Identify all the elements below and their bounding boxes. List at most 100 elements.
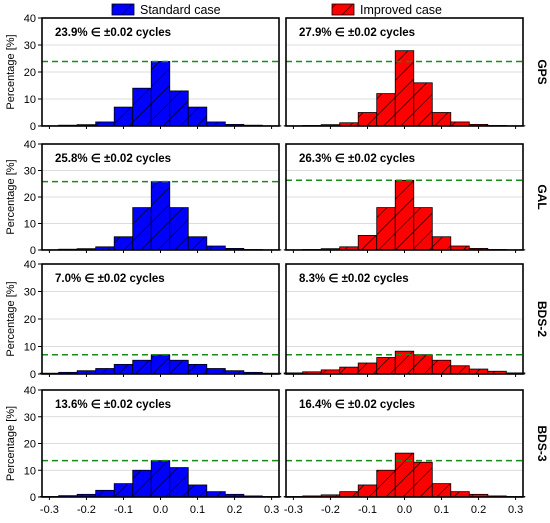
histogram-bar: [207, 369, 226, 375]
x-tick-label: 0.0: [397, 504, 412, 516]
histogram-bar: [133, 208, 152, 250]
histogram-bar: [432, 360, 451, 374]
histogram-bar: [114, 484, 133, 497]
histogram-bar: [188, 485, 207, 497]
panel-annotation: 13.6% ∈ ±0.02 cycles: [55, 399, 171, 411]
histogram-bar: [432, 113, 451, 127]
y-tick-label: 0: [30, 369, 36, 381]
panel-1-1: 26.3% ∈ ±0.02 cycles: [284, 144, 525, 253]
histogram-bar: [451, 492, 470, 497]
panel-annotation: 7.0% ∈ ±0.02 cycles: [55, 273, 165, 285]
x-tick-label: 0.0: [153, 504, 168, 516]
y-tick-label: 10: [24, 94, 36, 106]
histogram-bar: [451, 366, 470, 374]
histogram-bar: [188, 364, 207, 374]
histogram-bar: [377, 208, 396, 250]
y-axis-label-row-2: Percentage [%]: [5, 281, 17, 356]
histogram-bar: [358, 113, 377, 127]
histogram-bar: [395, 453, 414, 497]
y-tick-label: 40: [24, 13, 36, 25]
row-label-3: BDS-3: [535, 425, 549, 461]
x-tick-label: 0.1: [190, 504, 205, 516]
histogram-bar: [114, 237, 133, 250]
y-axis-label-row-0: Percentage [%]: [5, 34, 17, 109]
panel-annotation: 25.8% ∈ ±0.02 cycles: [55, 153, 171, 165]
histogram-bar: [96, 490, 115, 497]
x-tick-label: 0.3: [508, 504, 523, 516]
histogram-bar: [170, 360, 189, 374]
y-tick-label: 30: [24, 287, 36, 299]
y-axis-label-row-3: Percentage [%]: [5, 406, 17, 481]
y-tick-label: 0: [30, 492, 36, 504]
histogram-bar: [133, 470, 152, 497]
x-tick-label: -0.2: [321, 504, 340, 516]
histogram-bar: [340, 492, 359, 497]
histogram-bar: [188, 107, 207, 126]
histogram-bar: [188, 237, 207, 250]
legend-label-1: Improved case: [360, 3, 442, 17]
y-axis-label-row-1: Percentage [%]: [5, 159, 17, 234]
y-tick-label: 0: [30, 245, 36, 257]
histogram-bar: [377, 358, 396, 375]
panel-0-1: 27.9% ∈ ±0.02 cycles: [284, 18, 525, 129]
histogram-bar: [133, 360, 152, 374]
panel-annotation: 27.9% ∈ ±0.02 cycles: [299, 27, 415, 39]
panel-3-0: 13.6% ∈ ±0.02 cycles010203040-0.3-0.2-0.…: [24, 385, 281, 516]
y-tick-label: 10: [24, 342, 36, 354]
panel-annotation: 16.4% ∈ ±0.02 cycles: [299, 399, 415, 411]
row-label-2: BDS-2: [535, 301, 549, 337]
x-tick-label: -0.3: [284, 504, 303, 516]
y-tick-label: 20: [24, 314, 36, 326]
legend-label-0: Standard case: [140, 3, 221, 17]
panel-annotation: 8.3% ∈ ±0.02 cycles: [299, 273, 409, 285]
x-tick-label: 0.2: [471, 504, 486, 516]
histogram-bar: [114, 107, 133, 126]
y-tick-label: 40: [24, 385, 36, 397]
x-tick-label: -0.1: [358, 504, 377, 516]
x-tick-label: 0.1: [434, 504, 449, 516]
panel-annotation: 23.9% ∈ ±0.02 cycles: [55, 27, 171, 39]
legend-swatch-0: [112, 4, 134, 15]
histogram-bar: [170, 91, 189, 126]
x-tick-label: -0.3: [40, 504, 59, 516]
x-tick-label: -0.1: [114, 504, 133, 516]
y-tick-label: 10: [24, 465, 36, 477]
histogram-bar: [133, 88, 152, 126]
histogram-bar: [414, 83, 433, 126]
histogram-bar: [151, 61, 170, 126]
y-tick-label: 20: [24, 67, 36, 79]
histogram-bar: [358, 485, 377, 497]
y-tick-label: 30: [24, 40, 36, 52]
y-tick-label: 20: [24, 439, 36, 451]
y-tick-label: 40: [24, 259, 36, 271]
histogram-bar: [358, 235, 377, 250]
histogram-bar: [432, 237, 451, 250]
x-tick-label: 0.3: [264, 504, 279, 516]
panel-2-1: 8.3% ∈ ±0.02 cycles: [284, 264, 525, 377]
histogram-bar: [151, 182, 170, 250]
panel-2-0: 7.0% ∈ ±0.02 cycles 0 10 20 30 40: [24, 259, 281, 381]
histogram-bar: [96, 369, 115, 375]
panel-3-1: 16.4% ∈ ±0.02 cycles -0.3 -0.2 -0.1 0.0 0.1 0.…: [284, 390, 525, 516]
histogram-bar: [207, 492, 226, 497]
row-label-1: GAL: [535, 184, 549, 209]
y-tick-label: 30: [24, 166, 36, 178]
histogram-bar: [432, 484, 451, 497]
row-label-0: GPS: [535, 59, 549, 84]
y-tick-label: 40: [24, 139, 36, 151]
histogram-bar: [377, 470, 396, 497]
histogram-bar: [340, 367, 359, 374]
histogram-bar: [151, 355, 170, 374]
histogram-bar: [151, 461, 170, 497]
histogram-bar: [170, 468, 189, 497]
y-tick-label: 10: [24, 219, 36, 231]
panel-annotation: 26.3% ∈ ±0.02 cycles: [299, 153, 415, 165]
histogram-bar: [170, 208, 189, 250]
legend-swatch-1: [332, 4, 354, 15]
histogram-bar: [414, 355, 433, 374]
y-tick-label: 30: [24, 412, 36, 424]
histogram-bar: [414, 208, 433, 250]
